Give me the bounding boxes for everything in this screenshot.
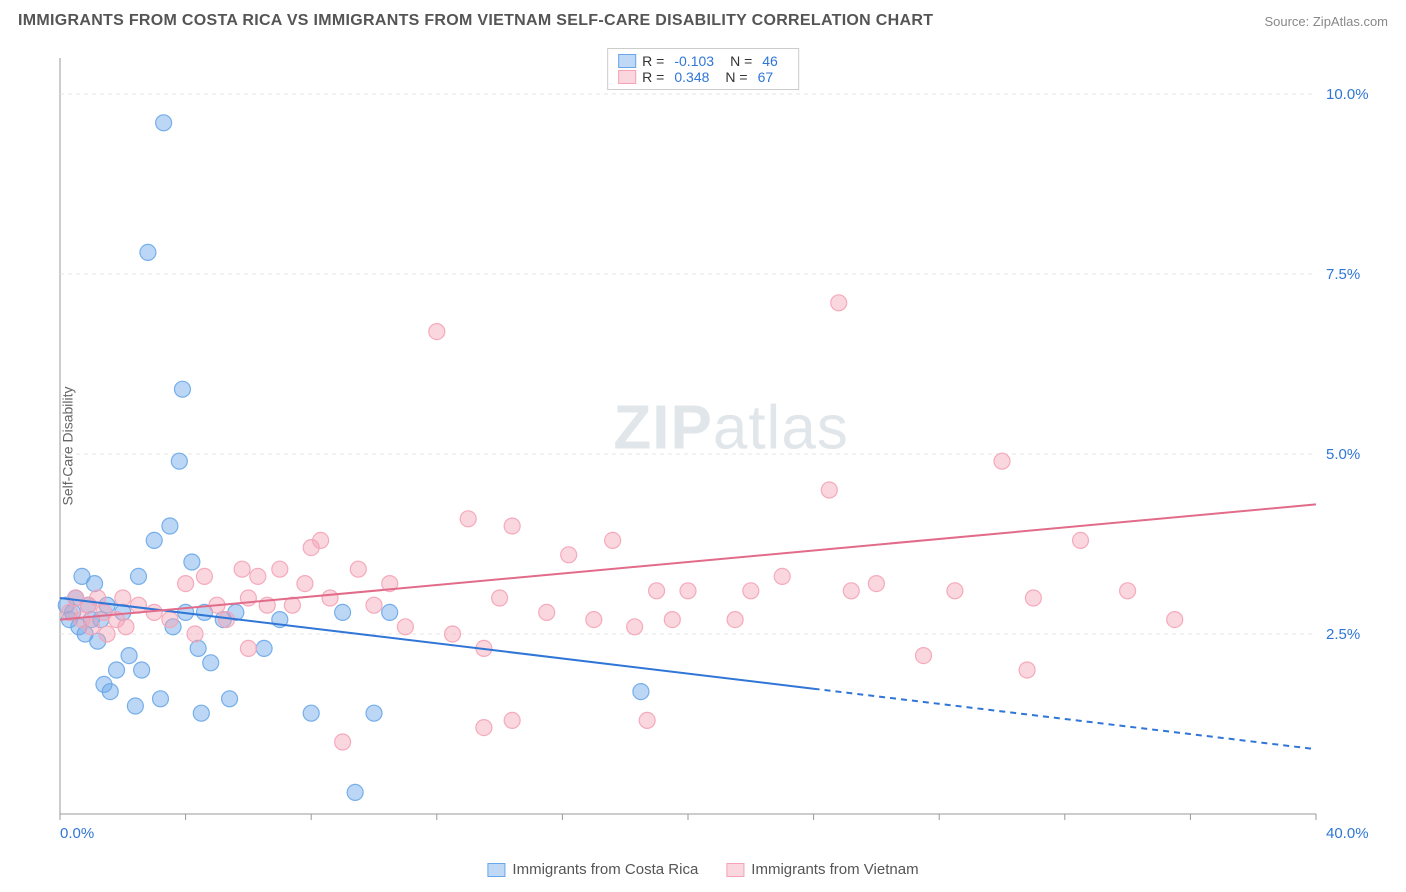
correlation-legend: R = -0.103 N = 46 R = 0.348 N = 67 (607, 48, 799, 90)
chart-header: IMMIGRANTS FROM COSTA RICA VS IMMIGRANTS… (18, 12, 1388, 30)
legend-label-vietnam: Immigrants from Vietnam (751, 861, 918, 878)
r-label: R = (642, 69, 664, 85)
legend-swatch-costa-rica-bottom (487, 863, 505, 877)
chart-area: 2.5% 5.0% 7.5% 10.0% 0.0% 40.0% (50, 48, 1386, 844)
legend-row-vietnam: R = 0.348 N = 67 (618, 69, 788, 85)
r-label: R = (642, 53, 664, 69)
r-value-costa-rica: -0.103 (674, 53, 714, 69)
series-legend: Immigrants from Costa Rica Immigrants fr… (487, 861, 918, 878)
chart-source: Source: ZipAtlas.com (1264, 14, 1388, 29)
svg-text:2.5%: 2.5% (1326, 626, 1360, 643)
legend-swatch-vietnam (618, 70, 636, 84)
svg-text:5.0%: 5.0% (1326, 446, 1360, 463)
svg-text:10.0%: 10.0% (1326, 86, 1369, 103)
n-value-vietnam: 67 (758, 69, 774, 85)
svg-text:7.5%: 7.5% (1326, 266, 1360, 283)
scatter-plot-svg: 2.5% 5.0% 7.5% 10.0% 0.0% 40.0% (50, 48, 1386, 844)
n-value-costa-rica: 46 (762, 53, 778, 69)
legend-swatch-costa-rica (618, 54, 636, 68)
chart-title: IMMIGRANTS FROM COSTA RICA VS IMMIGRANTS… (18, 12, 933, 30)
r-value-vietnam: 0.348 (674, 69, 709, 85)
svg-text:0.0%: 0.0% (60, 825, 94, 842)
svg-text:40.0%: 40.0% (1326, 825, 1369, 842)
n-label: N = (725, 69, 747, 85)
legend-label-costa-rica: Immigrants from Costa Rica (512, 861, 698, 878)
legend-swatch-vietnam-bottom (726, 863, 744, 877)
n-label: N = (730, 53, 752, 69)
legend-item-vietnam: Immigrants from Vietnam (726, 861, 918, 878)
legend-row-costa-rica: R = -0.103 N = 46 (618, 53, 788, 69)
legend-item-costa-rica: Immigrants from Costa Rica (487, 861, 698, 878)
